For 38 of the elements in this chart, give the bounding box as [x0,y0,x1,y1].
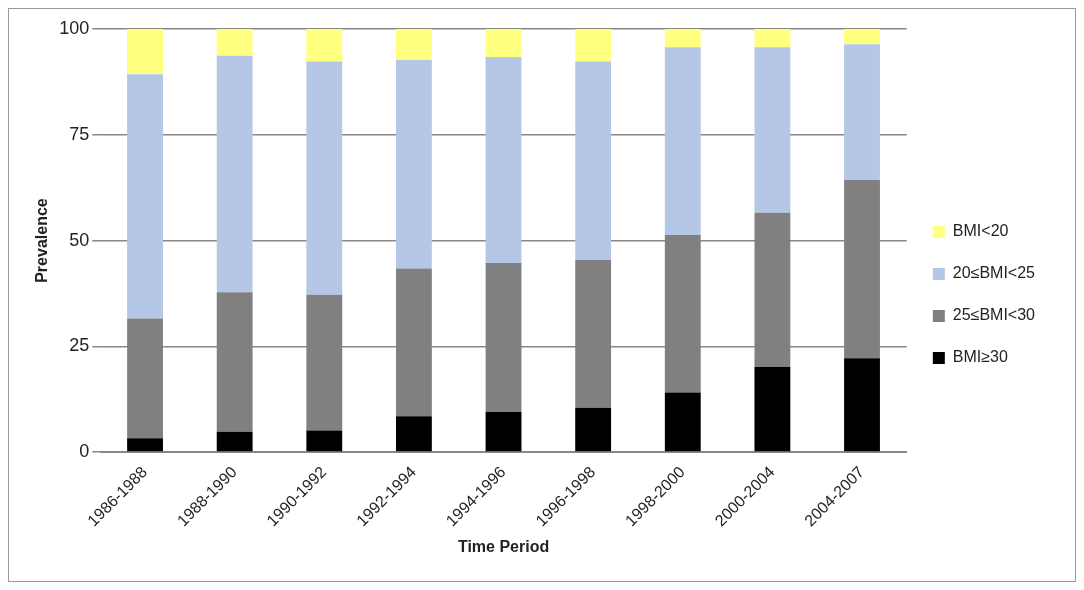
bar [575,61,612,261]
bar [754,367,791,452]
bar [216,55,253,293]
bar [664,29,701,48]
y-axis-title: Prevalence [33,198,51,283]
bar [844,44,880,181]
bar [754,47,791,213]
bar [395,59,432,269]
bar [127,74,163,319]
bar [664,392,701,452]
legend-label: 20≤BMI<25 [952,264,1036,282]
bar [395,29,432,60]
bar [575,29,612,62]
y-tick-label: 50 [69,229,90,250]
bar [306,61,343,295]
bar [127,438,163,452]
bar [844,358,880,452]
bar [485,29,522,57]
bar [664,47,701,236]
bar [754,29,791,48]
y-tick-label: 100 [59,17,90,38]
bar [575,407,612,452]
bar [216,431,253,452]
legend-label: BMI<20 [952,222,1009,240]
bar [216,29,253,56]
legend-label: 25≤BMI<30 [952,306,1036,324]
bar [395,416,432,452]
x-axis-title: Time Period [457,537,550,555]
bar [485,411,522,452]
y-tick-label: 0 [79,441,90,462]
bar [844,29,880,45]
bar [306,29,343,62]
bar [306,430,343,452]
y-tick-label: 25 [69,335,90,356]
bar [127,29,163,75]
y-tick-label: 75 [69,123,90,144]
bar [485,56,522,263]
legend-label: BMI≥30 [952,348,1008,366]
